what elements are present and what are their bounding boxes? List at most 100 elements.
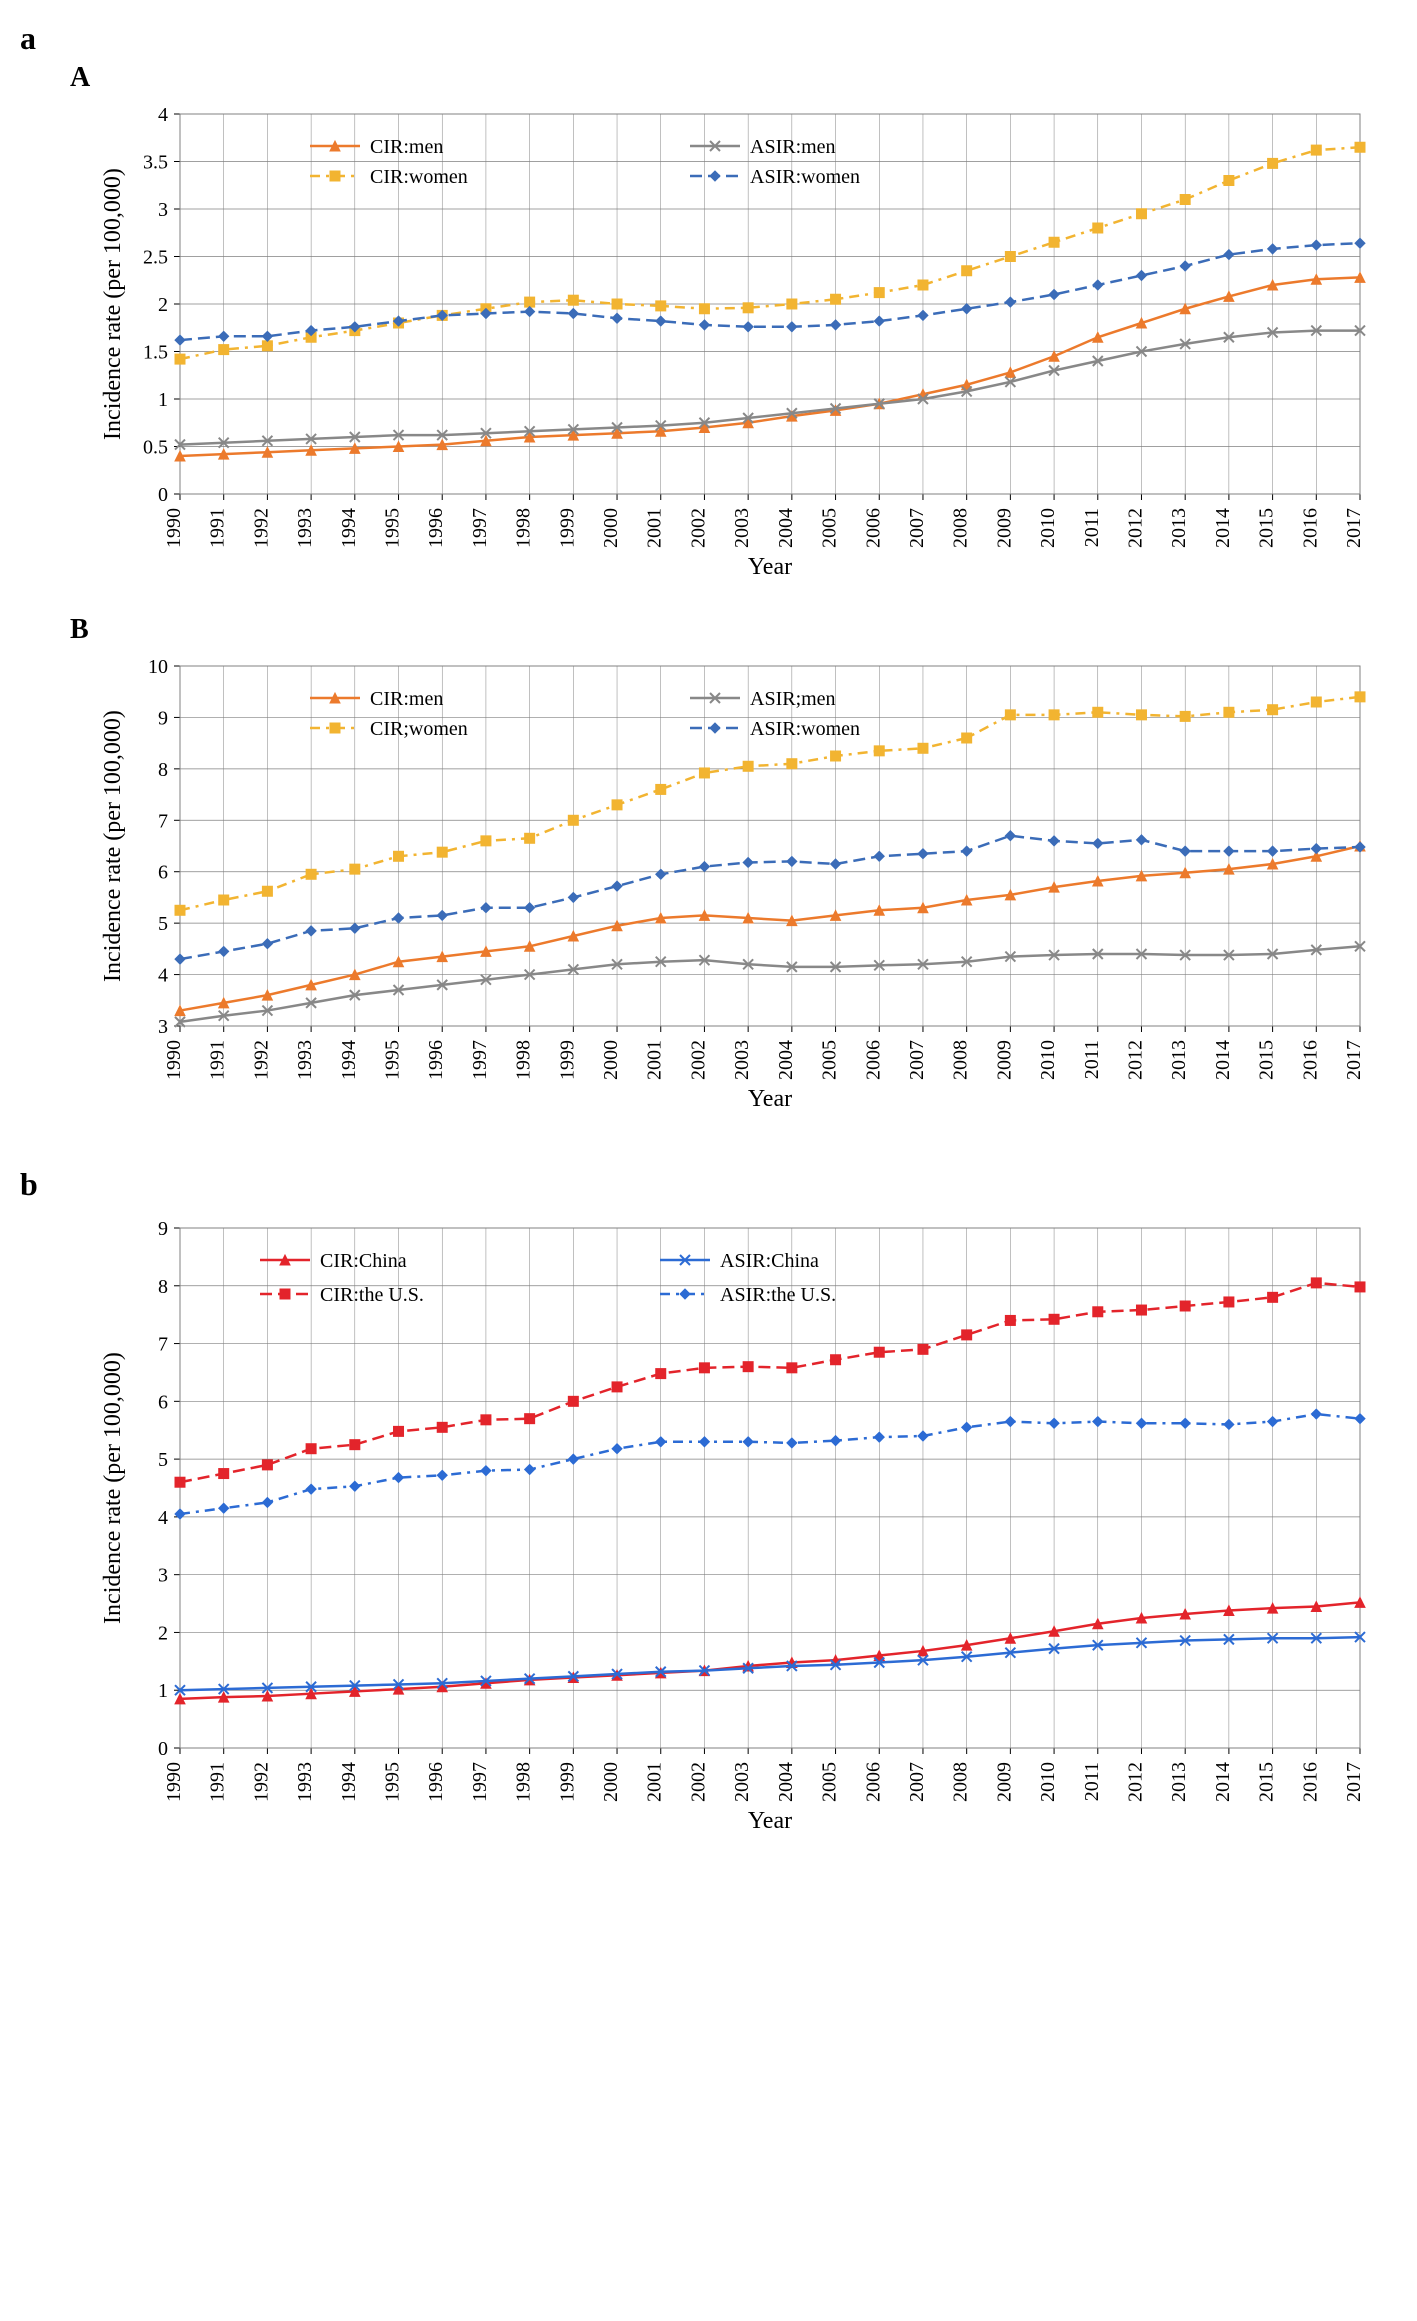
svg-text:8: 8 — [158, 1276, 168, 1298]
svg-text:2011: 2011 — [1081, 508, 1103, 547]
svg-text:2014: 2014 — [1212, 1040, 1234, 1080]
svg-text:2013: 2013 — [1168, 1040, 1190, 1080]
svg-text:4: 4 — [158, 1507, 168, 1529]
svg-text:1999: 1999 — [556, 1040, 578, 1080]
svg-text:2010: 2010 — [1037, 508, 1059, 548]
svg-text:2002: 2002 — [687, 1762, 709, 1802]
chart-b2: 0123456789199019911992199319941995199619… — [80, 1208, 1400, 1848]
svg-text:1991: 1991 — [207, 1040, 229, 1080]
svg-text:Year: Year — [748, 554, 792, 574]
svg-text:2010: 2010 — [1037, 1040, 1059, 1080]
svg-text:0: 0 — [158, 484, 168, 506]
svg-text:1992: 1992 — [250, 1040, 272, 1080]
svg-text:2014: 2014 — [1212, 508, 1234, 548]
outer-label-b: b — [20, 1166, 1397, 1203]
svg-text:2001: 2001 — [644, 508, 666, 548]
svg-text:ASIR;men: ASIR;men — [750, 688, 836, 710]
svg-text:1992: 1992 — [250, 1762, 272, 1802]
figure-container: a A 00.511.522.533.541990199119921993199… — [20, 20, 1397, 1848]
svg-text:4: 4 — [158, 965, 168, 987]
svg-text:1998: 1998 — [513, 508, 535, 548]
svg-text:10: 10 — [148, 656, 168, 678]
svg-text:Incidence rate (per 100,000): Incidence rate (per 100,000) — [100, 1352, 126, 1624]
svg-text:2005: 2005 — [819, 1762, 841, 1802]
svg-text:1999: 1999 — [556, 1762, 578, 1802]
svg-text:2007: 2007 — [906, 508, 928, 548]
svg-text:2: 2 — [158, 1622, 168, 1644]
svg-text:2004: 2004 — [775, 508, 797, 548]
svg-text:2009: 2009 — [993, 508, 1015, 548]
svg-text:2009: 2009 — [993, 1762, 1015, 1802]
svg-text:2004: 2004 — [775, 1762, 797, 1802]
svg-text:1997: 1997 — [469, 1040, 491, 1080]
svg-text:1997: 1997 — [469, 1762, 491, 1802]
svg-text:Year: Year — [748, 1086, 792, 1112]
svg-text:2012: 2012 — [1124, 1040, 1146, 1080]
svg-text:1998: 1998 — [513, 1040, 535, 1080]
svg-text:1: 1 — [158, 1680, 168, 1702]
panel-A: A 00.511.522.533.54199019911992199319941… — [20, 62, 1397, 574]
svg-text:1990: 1990 — [163, 1040, 185, 1080]
svg-text:5: 5 — [158, 913, 168, 935]
svg-text:3.5: 3.5 — [143, 152, 168, 174]
svg-text:ASIR:women: ASIR:women — [750, 166, 860, 188]
svg-text:1994: 1994 — [338, 508, 360, 548]
svg-text:1991: 1991 — [207, 508, 229, 548]
svg-text:0: 0 — [158, 1738, 168, 1760]
svg-text:2011: 2011 — [1081, 1762, 1103, 1801]
svg-text:7: 7 — [158, 810, 168, 832]
svg-text:9: 9 — [158, 1218, 168, 1240]
svg-text:2002: 2002 — [687, 1040, 709, 1080]
svg-text:CIR;women: CIR;women — [370, 718, 468, 740]
svg-text:2013: 2013 — [1168, 1762, 1190, 1802]
svg-text:7: 7 — [158, 1334, 168, 1356]
svg-text:CIR:men: CIR:men — [370, 136, 443, 158]
svg-text:2008: 2008 — [950, 508, 972, 548]
svg-text:2007: 2007 — [906, 1040, 928, 1080]
svg-text:6: 6 — [158, 1391, 168, 1413]
svg-text:1998: 1998 — [513, 1762, 535, 1802]
svg-text:2008: 2008 — [950, 1762, 972, 1802]
svg-text:Incidence rate (per 100,000): Incidence rate (per 100,000) — [100, 710, 126, 982]
svg-text:ASIR:the U.S.: ASIR:the U.S. — [720, 1284, 836, 1306]
svg-text:8: 8 — [158, 759, 168, 781]
svg-text:1996: 1996 — [425, 508, 447, 548]
svg-text:2003: 2003 — [731, 1040, 753, 1080]
panel-b2: 0123456789199019911992199319941995199619… — [20, 1208, 1397, 1848]
svg-text:2000: 2000 — [600, 1762, 622, 1802]
svg-text:2015: 2015 — [1256, 508, 1278, 548]
svg-text:1997: 1997 — [469, 508, 491, 548]
chart-A: 00.511.522.533.5419901991199219931994199… — [80, 94, 1400, 574]
svg-text:1: 1 — [158, 389, 168, 411]
svg-text:1992: 1992 — [250, 508, 272, 548]
svg-text:2017: 2017 — [1343, 508, 1365, 548]
svg-text:2014: 2014 — [1212, 1762, 1234, 1802]
svg-text:1995: 1995 — [382, 1762, 404, 1802]
svg-text:3: 3 — [158, 1565, 168, 1587]
svg-text:2000: 2000 — [600, 1040, 622, 1080]
svg-text:2015: 2015 — [1256, 1040, 1278, 1080]
chart-A-wrap: 00.511.522.533.5419901991199219931994199… — [80, 94, 1397, 574]
svg-text:ASIR:China: ASIR:China — [720, 1250, 819, 1272]
svg-text:1995: 1995 — [382, 508, 404, 548]
svg-text:0.5: 0.5 — [143, 437, 168, 459]
panel-B-label: B — [70, 614, 1397, 646]
svg-text:1993: 1993 — [294, 1762, 316, 1802]
svg-text:2016: 2016 — [1299, 508, 1321, 548]
svg-text:2001: 2001 — [644, 1040, 666, 1080]
svg-text:2012: 2012 — [1124, 1762, 1146, 1802]
svg-text:2005: 2005 — [819, 508, 841, 548]
svg-text:1993: 1993 — [294, 508, 316, 548]
svg-text:CIR:the U.S.: CIR:the U.S. — [320, 1284, 424, 1306]
svg-text:2004: 2004 — [775, 1040, 797, 1080]
svg-text:2000: 2000 — [600, 508, 622, 548]
svg-text:2.5: 2.5 — [143, 247, 168, 269]
svg-text:2: 2 — [158, 294, 168, 316]
svg-text:CIR:women: CIR:women — [370, 166, 468, 188]
svg-text:CIR:China: CIR:China — [320, 1250, 407, 1272]
svg-text:2006: 2006 — [862, 1762, 884, 1802]
svg-text:2006: 2006 — [862, 508, 884, 548]
svg-text:2003: 2003 — [731, 1762, 753, 1802]
svg-text:9: 9 — [158, 707, 168, 729]
svg-text:2002: 2002 — [687, 508, 709, 548]
